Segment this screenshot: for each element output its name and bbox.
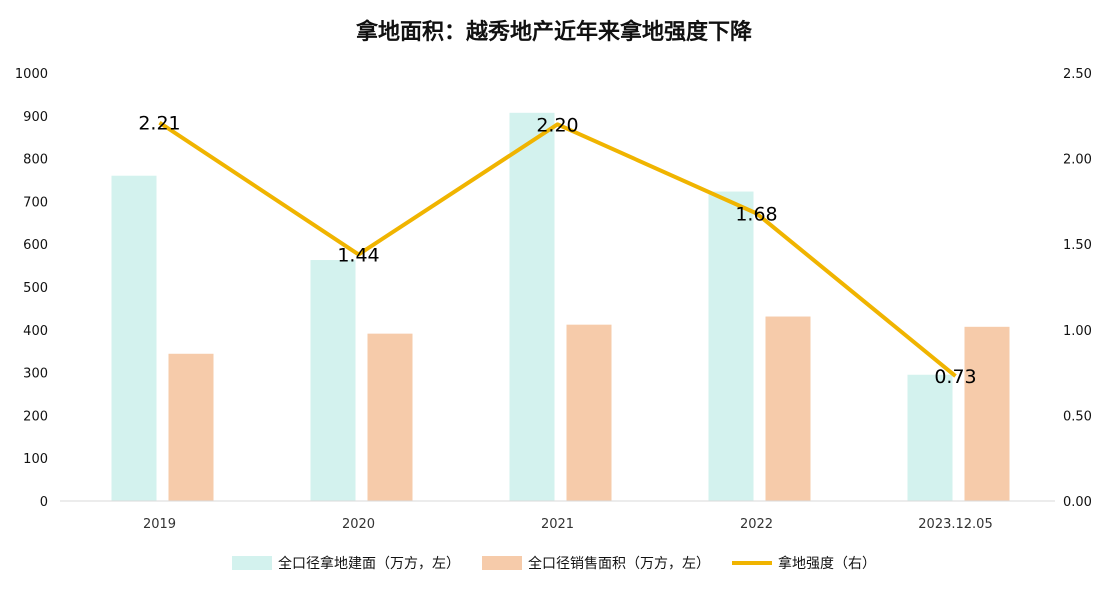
legend-swatch-sales-area	[482, 556, 522, 570]
legend-swatch-land-area	[232, 556, 272, 570]
chart-legend: 全口径拿地建面（万方，左） 全口径销售面积（万方，左） 拿地强度（右）	[0, 553, 1108, 573]
y-left-tick-label: 0	[40, 495, 48, 510]
bar-sales-area	[168, 353, 214, 501]
y-left-tick-label: 100	[23, 452, 48, 467]
bar-sales-area	[367, 333, 413, 501]
data-label-intensity: 0.73	[934, 366, 976, 388]
legend-item-intensity: 拿地强度（右）	[732, 553, 876, 573]
legend-item-sales-area: 全口径销售面积（万方，左）	[482, 553, 710, 573]
bar-land-area	[509, 112, 555, 501]
legend-swatch-intensity	[732, 561, 772, 565]
y-left-tick-label: 600	[23, 238, 48, 253]
bar-land-area	[310, 260, 356, 501]
data-label-intensity: 2.21	[138, 113, 180, 135]
x-tick-label: 2022	[740, 517, 773, 532]
y-right-tick-label: 2.50	[1063, 67, 1092, 82]
legend-label-sales-area: 全口径销售面积（万方，左）	[528, 556, 710, 572]
x-tick-label: 2019	[143, 517, 176, 532]
y-left-tick-label: 400	[23, 324, 48, 339]
bar-land-area	[111, 175, 157, 501]
x-tick-label: 2023.12.05	[918, 517, 992, 532]
y-left-tick-label: 900	[23, 110, 48, 125]
y-right-tick-label: 1.00	[1063, 324, 1092, 339]
y-left-tick-label: 800	[23, 153, 48, 168]
x-tick-label: 2021	[541, 517, 574, 532]
y-left-tick-label: 500	[23, 281, 48, 296]
data-label-intensity: 1.68	[735, 203, 777, 225]
legend-label-land-area: 全口径拿地建面（万方，左）	[278, 556, 460, 572]
x-tick-label: 2020	[342, 517, 375, 532]
bar-sales-area	[964, 326, 1010, 501]
y-left-tick-label: 300	[23, 367, 48, 382]
y-left-tick-label: 700	[23, 195, 48, 210]
data-label-intensity: 2.20	[536, 114, 578, 136]
y-right-tick-label: 0.00	[1063, 495, 1092, 510]
legend-label-intensity: 拿地强度（右）	[778, 556, 876, 572]
line-intensity	[158, 120, 957, 378]
data-label-intensity: 1.44	[337, 244, 379, 266]
bar-sales-area	[765, 316, 811, 501]
y-right-tick-label: 0.50	[1063, 409, 1092, 424]
y-left-tick-label: 200	[23, 409, 48, 424]
y-right-tick-label: 2.00	[1063, 153, 1092, 168]
legend-item-land-area: 全口径拿地建面（万方，左）	[232, 553, 460, 573]
bar-sales-area	[566, 324, 612, 501]
y-right-tick-label: 1.50	[1063, 238, 1092, 253]
bar-land-area	[907, 374, 953, 501]
chart-title: 拿地面积：越秀地产近年来拿地强度下降	[355, 20, 752, 45]
y-left-tick-label: 1000	[15, 67, 48, 82]
bar-land-area	[708, 191, 754, 501]
